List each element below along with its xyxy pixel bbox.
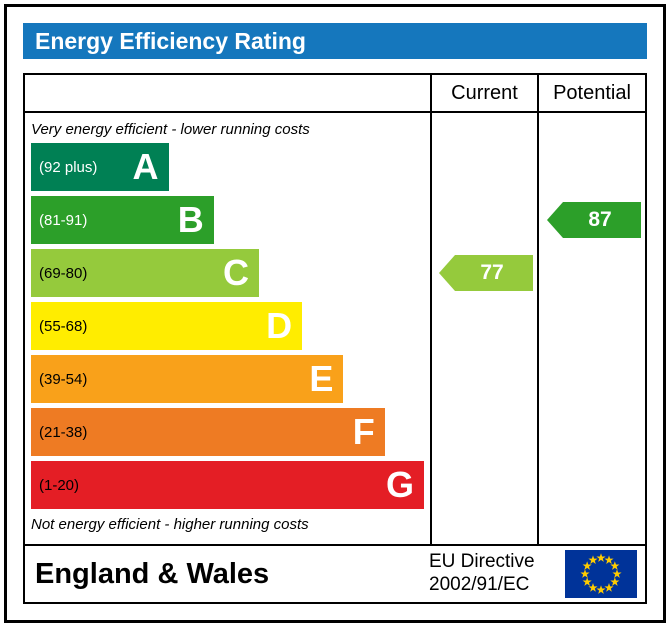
band-letter: E: [309, 358, 334, 399]
top-note: Very energy efficient - lower running co…: [31, 121, 310, 138]
table-header-row: Current Potential: [25, 75, 645, 113]
band-range-label: (55-68): [39, 317, 88, 335]
band-e: (39-54) E: [31, 355, 344, 403]
current-column: 77: [432, 113, 539, 544]
potential-column: 87: [539, 113, 645, 544]
table-footer-row: England & Wales EU Directive 2002/91/EC: [25, 544, 645, 602]
band-range-label: (21-38): [39, 423, 88, 441]
band-letter: F: [352, 411, 375, 452]
band-range-label: (39-54): [39, 370, 88, 388]
band-g: (1-20) G: [31, 461, 424, 509]
rating-table: Current Potential Very energy efficient …: [23, 73, 647, 604]
title-bar: Energy Efficiency Rating: [23, 23, 647, 59]
region-label: England & Wales: [35, 557, 270, 590]
band-letter: A: [132, 146, 159, 187]
eu-directive-line2: 2002/91/EC: [429, 574, 530, 595]
page-title: Energy Efficiency Rating: [35, 28, 306, 54]
eu-flag-icon: [565, 550, 637, 598]
eu-directive-line1: EU Directive: [429, 551, 535, 573]
band-f: (21-38) F: [31, 408, 385, 456]
potential-rating-arrow: 87: [547, 202, 641, 238]
band-letter: D: [266, 305, 293, 346]
eu-directive-label: EU Directive 2002/91/EC: [429, 551, 565, 597]
band-range-label: (81-91): [39, 211, 88, 229]
band-range-label: (92 plus): [39, 158, 98, 176]
band-a: (92 plus) A: [31, 143, 169, 191]
current-rating-arrow: 77: [439, 255, 533, 291]
band-b: (81-91) B: [31, 196, 214, 244]
bands: (92 plus) A (81-91) B (69-80) C (55-68) D (39-54…: [31, 143, 424, 509]
band-c: (69-80) C: [31, 249, 259, 297]
chart-area: Very energy efficient - lower running co…: [25, 113, 432, 544]
header-spacer-cell: [25, 75, 432, 111]
band-range-label: (1-20): [39, 476, 80, 494]
band-range-label: (69-80): [39, 264, 88, 282]
band-letter: B: [177, 199, 204, 240]
band-letter: C: [222, 252, 249, 293]
column-header-current: Current: [432, 75, 539, 111]
bottom-note: Not energy efficient - higher running co…: [31, 516, 309, 533]
table-body-row: Very energy efficient - lower running co…: [25, 113, 645, 544]
epc-chart-frame: Energy Efficiency Rating Current Potenti…: [4, 4, 666, 623]
band-d: (55-68) D: [31, 302, 303, 350]
band-letter: G: [385, 464, 414, 505]
column-header-potential: Potential: [553, 81, 631, 104]
